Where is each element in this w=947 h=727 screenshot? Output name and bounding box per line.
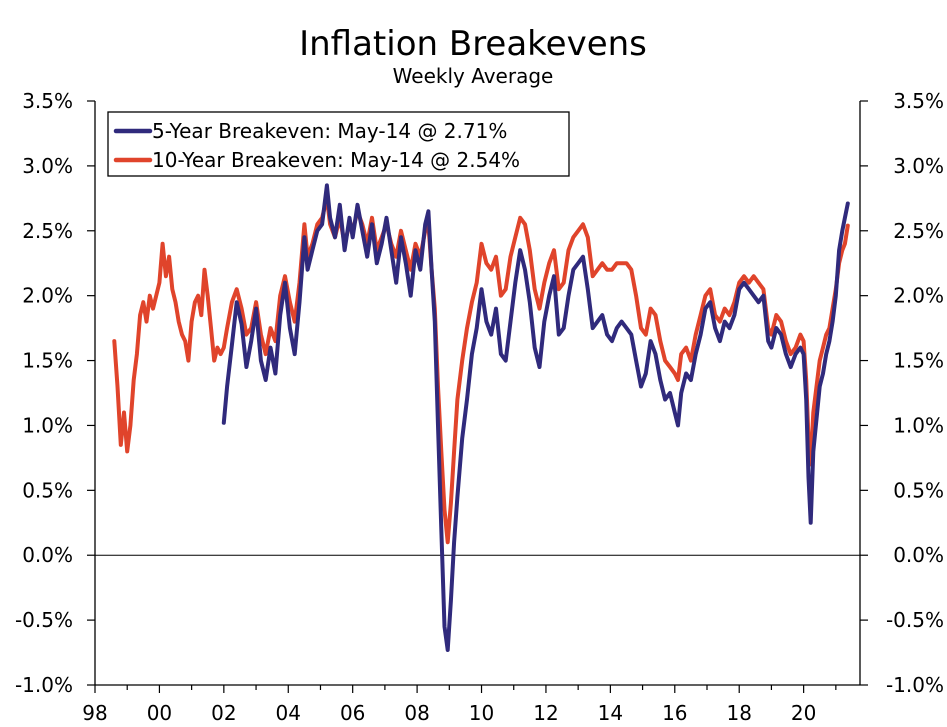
chart-title: Inflation Breakevens [299,24,647,64]
series-lines [112,183,850,652]
y-tick-label-right: 3.0% [893,154,944,178]
y-tick-label-left: 2.0% [22,284,73,308]
y-tick-label-right: 0.5% [893,478,944,502]
y-tick-label-left: 3.5% [22,89,73,113]
y-tick-label-left: 2.5% [22,219,73,243]
legend-box [107,111,570,177]
series-line-10-year [112,196,850,545]
x-tick-label: 20 [791,701,816,725]
y-tick-label-right: 2.5% [893,219,944,243]
series-line-5-year [221,183,850,652]
tick-labels: 3.5% 3.5% 3.0% 3.0% 2.5% 2.5% 2.0% 2.0% 1.5% 1.5%… [15,89,944,725]
y-tick-label-left: 0.5% [22,478,73,502]
y-tick-label-right: 1.5% [893,349,944,373]
chart-subtitle: Weekly Average [393,64,554,88]
y-tick-label-left: -1.0% [15,673,73,697]
x-tick-label: 14 [598,701,623,725]
y-tick-label-right: 0.0% [893,543,944,567]
x-tick-label: 00 [147,701,172,725]
legend: 5-Year Breakeven: May-14 @ 2.71% 10-Year… [107,111,570,177]
x-tick-label: 12 [533,701,558,725]
y-tick-label-right: 1.0% [893,413,944,437]
x-tick-label: 10 [469,701,494,725]
y-tick-label-left: 1.0% [22,413,73,437]
x-tick-label: 06 [340,701,365,725]
x-tick-label: 04 [276,701,301,725]
y-tick-label-left: -0.5% [15,608,73,632]
x-tick-label: 98 [82,701,107,725]
axes [87,100,868,693]
legend-label-10-year: 10-Year Breakeven: May-14 @ 2.54% [152,148,520,172]
x-tick-label: 08 [404,701,429,725]
x-tick-label: 18 [726,701,751,725]
y-tick-label-left: 3.0% [22,154,73,178]
y-tick-label-left: 1.5% [22,349,73,373]
legend-label-5-year: 5-Year Breakeven: May-14 @ 2.71% [152,119,507,143]
y-tick-label-right: 3.5% [893,89,944,113]
x-tick-label: 02 [211,701,236,725]
y-tick-label-right: 2.0% [893,284,944,308]
y-tick-label-right: -0.5% [886,608,944,632]
x-tick-label: 16 [662,701,687,725]
y-tick-label-left: 0.0% [22,543,73,567]
y-tick-label-right: -1.0% [886,673,944,697]
